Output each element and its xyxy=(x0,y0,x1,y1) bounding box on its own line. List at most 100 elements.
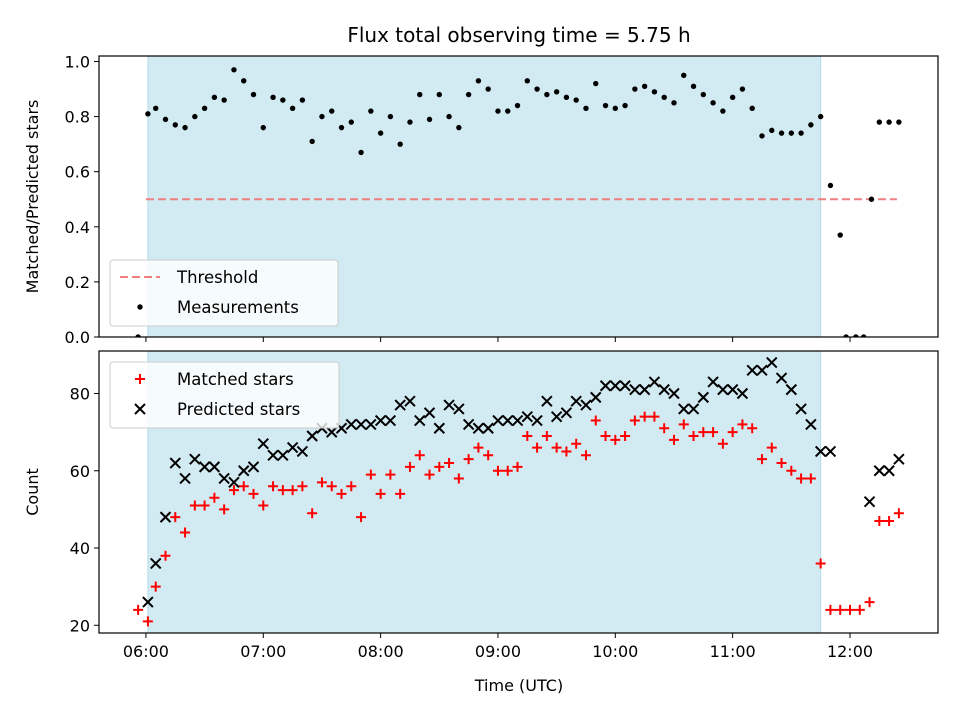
predicted-star-marker xyxy=(228,476,240,489)
legend: Threshold Measurements xyxy=(109,259,339,327)
predicted-star-marker xyxy=(531,414,543,427)
matched-star-marker xyxy=(639,411,650,422)
matched-star-marker xyxy=(287,485,298,496)
matched-star-marker xyxy=(717,438,728,449)
measurement-point xyxy=(270,94,276,101)
measurement-point xyxy=(827,182,834,189)
measurement-point xyxy=(348,119,354,125)
predicted-star-marker xyxy=(648,376,661,388)
predicted-star-marker xyxy=(521,410,534,423)
measurement-point xyxy=(739,86,746,92)
predicted-star-marker xyxy=(795,403,807,415)
predicted-star-marker xyxy=(638,383,651,396)
measurement-point xyxy=(231,67,237,73)
legend-measurement-swatch xyxy=(137,304,143,310)
matched-star-marker xyxy=(571,438,582,449)
predicted-star-marker xyxy=(502,414,514,427)
legend: Matched stars Predicted stars xyxy=(109,361,340,429)
predicted-star-marker xyxy=(814,445,827,458)
matched-star-marker xyxy=(170,512,181,523)
matched-star-marker xyxy=(385,469,396,480)
matched-star-marker xyxy=(160,550,171,561)
matched-star-marker xyxy=(473,442,484,453)
predicted-star-marker xyxy=(189,453,201,465)
predicted-star-marker xyxy=(668,387,680,400)
measurement-point xyxy=(749,105,755,112)
predicted-star-marker xyxy=(619,380,631,392)
measurement-point xyxy=(426,116,433,123)
predicted-star-marker xyxy=(159,511,172,523)
measurement-point xyxy=(710,100,716,106)
matched-star-marker xyxy=(346,481,357,492)
matched-star-marker xyxy=(659,423,670,434)
measurement-point xyxy=(808,122,814,128)
measurement-point xyxy=(602,102,609,109)
matched-star-marker xyxy=(668,434,679,445)
measurement-point xyxy=(563,94,570,101)
y-tick-label: 0.8 xyxy=(65,108,90,127)
predicted-star-marker xyxy=(893,453,905,465)
predicted-star-marker xyxy=(785,383,798,396)
predicted-star-marker xyxy=(707,376,719,388)
legend-label: Matched stars xyxy=(177,370,294,389)
matched-star-marker xyxy=(522,430,533,441)
x-axis-label: Time (UTC) xyxy=(474,676,563,695)
matched-star-marker xyxy=(766,442,777,453)
measurement-point xyxy=(280,97,286,103)
predicted-star-marker xyxy=(198,461,211,473)
predicted-star-marker xyxy=(208,461,221,473)
measurement-point xyxy=(145,111,151,117)
matched-star-marker xyxy=(756,454,767,465)
measurement-point xyxy=(514,102,521,109)
legend-box xyxy=(109,361,340,429)
measurement-point xyxy=(769,127,775,134)
measurement-point xyxy=(485,86,491,92)
matched-star-marker xyxy=(835,604,846,615)
predicted-star-marker xyxy=(462,418,475,431)
predicted-star-marker xyxy=(726,383,739,396)
matched-star-marker xyxy=(277,485,288,496)
predicted-star-marker xyxy=(257,438,269,450)
matched-star-marker xyxy=(815,558,826,569)
predicted-star-marker xyxy=(433,422,446,434)
predicted-star-marker xyxy=(717,383,729,396)
matched-star-marker xyxy=(133,604,144,615)
predicted-star-marker xyxy=(570,395,582,407)
predicted-star-marker xyxy=(286,441,299,454)
x-tick-label: 09:00 xyxy=(475,642,521,661)
predicted-star-marker xyxy=(687,403,700,415)
measurement-point xyxy=(544,91,550,98)
matched-star-marker xyxy=(258,500,269,511)
matched-star-marker xyxy=(893,508,904,519)
predicted-star-marker xyxy=(443,399,455,411)
predicted-star-marker xyxy=(629,383,641,396)
measurement-point xyxy=(162,116,169,123)
measurement-point xyxy=(843,334,849,337)
measurement-point xyxy=(661,94,667,101)
matched-star-marker xyxy=(698,427,709,438)
legend-label: Measurements xyxy=(177,298,299,317)
matched-star-marker xyxy=(541,430,552,441)
y-tick-label: 0.2 xyxy=(65,273,90,292)
predicted-star-marker xyxy=(414,414,426,427)
predicted-star-marker xyxy=(560,407,573,419)
predicted-star-marker xyxy=(345,418,357,431)
matched-star-marker xyxy=(297,481,308,492)
y-tick-label: 40 xyxy=(70,539,90,558)
matched-star-marker xyxy=(492,465,503,476)
matched-star-marker xyxy=(444,458,455,469)
measurement-point xyxy=(524,78,531,84)
y-tick-label: 20 xyxy=(70,616,90,635)
measurement-point xyxy=(534,86,540,92)
y-tick-label: 0.6 xyxy=(65,163,90,182)
predicted-star-marker xyxy=(238,465,250,477)
x-tick-label: 10:00 xyxy=(592,642,638,661)
legend-label: Predicted stars xyxy=(177,400,300,419)
measurement-point xyxy=(446,113,452,120)
matched-star-marker xyxy=(189,500,200,511)
predicted-star-marker xyxy=(374,414,387,427)
measurement-point xyxy=(593,80,599,87)
plot-area xyxy=(133,356,905,627)
matched-star-marker xyxy=(150,581,161,592)
measurement-point xyxy=(368,108,374,114)
